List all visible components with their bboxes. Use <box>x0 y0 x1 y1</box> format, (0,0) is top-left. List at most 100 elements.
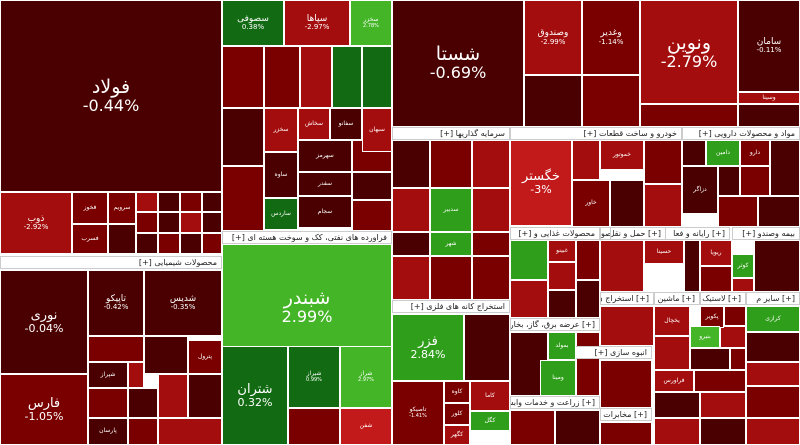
food-header[interactable]: محصولات غذایی و [+] <box>510 227 600 240</box>
tile-shiraj[interactable]: شپراز <box>88 362 128 388</box>
tile-sharaz[interactable]: شراز 2.97% <box>340 346 392 408</box>
treemap-cell[interactable] <box>392 256 430 300</box>
tile-dzagro[interactable]: دزاگر <box>682 166 718 214</box>
treemap-cell[interactable] <box>392 188 430 232</box>
tile-fars[interactable]: فارس -1.05% <box>0 374 88 445</box>
treemap-cell[interactable] <box>222 46 264 108</box>
treemap-cell[interactable] <box>576 332 600 396</box>
auto-header[interactable]: خودرو و ساخت قطعات [+] <box>510 127 682 140</box>
treemap-cell[interactable] <box>700 418 746 445</box>
treemap-cell[interactable] <box>654 336 690 370</box>
treemap-cell[interactable] <box>202 192 222 212</box>
treemap-cell[interactable] <box>730 348 746 370</box>
tile-fakhouz[interactable]: فخوز <box>72 192 108 224</box>
treemap-cell[interactable] <box>362 46 392 108</box>
treemap-cell[interactable] <box>644 140 682 184</box>
treemap-cell[interactable] <box>222 108 264 166</box>
tile-sardar[interactable]: سفدر <box>298 172 352 196</box>
tile-damin[interactable]: دامین <box>706 140 740 166</box>
tile-vaghadir[interactable]: وغدیر -1.14% <box>582 0 640 75</box>
treemap-cell[interactable] <box>654 392 700 418</box>
treemap-cell[interactable] <box>644 184 682 227</box>
treemap-cell[interactable] <box>510 280 548 318</box>
treemap-cell[interactable] <box>128 418 158 445</box>
pharma-header[interactable]: مواد و محصولات دارویی [+] <box>682 127 800 140</box>
tile-khamotor[interactable]: خموتور <box>600 140 644 170</box>
petrochem-chemicals-header[interactable]: محصولات شیمیایی [+] <box>0 256 222 269</box>
treemap-cell[interactable] <box>746 418 800 445</box>
misc6-header[interactable]: [+] استخراج ن <box>600 292 654 305</box>
treemap-cell[interactable] <box>128 388 158 418</box>
tile-sipaha[interactable]: سپاها -2.97% <box>284 0 350 46</box>
treemap-cell[interactable] <box>464 314 510 381</box>
treemap-cell[interactable] <box>180 233 202 254</box>
treemap-cell[interactable] <box>548 262 576 290</box>
treemap-cell[interactable] <box>392 140 430 188</box>
treemap-cell[interactable] <box>572 140 600 180</box>
tile-foolad[interactable]: فولاد -0.44% <box>0 0 222 192</box>
tile-sodbir[interactable]: سدبیر <box>430 188 472 232</box>
treemap-cell[interactable] <box>472 232 510 256</box>
treemap-cell[interactable] <box>720 326 746 348</box>
treemap-cell[interactable] <box>582 75 640 127</box>
treemap-cell[interactable] <box>288 408 340 445</box>
treemap-cell[interactable] <box>158 374 188 418</box>
tile-tapsiko[interactable]: تاصیکو -1.41% <box>392 381 444 445</box>
misc4-header[interactable]: [+] لاستیک <box>700 292 746 305</box>
tile-kama[interactable]: کاما <box>470 381 510 411</box>
tile-nouri[interactable]: نوری -0.04% <box>0 270 88 374</box>
treemap-cell[interactable] <box>88 388 128 418</box>
treemap-cell[interactable] <box>684 240 700 292</box>
misc1-header[interactable]: [+] عرضه برق، گاز، بخاروآ <box>510 318 600 331</box>
treemap-cell[interactable] <box>754 240 800 292</box>
tile-koghahr[interactable]: کگهر <box>444 425 470 445</box>
treemap-cell[interactable] <box>472 140 510 188</box>
treemap-cell[interactable] <box>202 212 222 233</box>
misc5-header[interactable]: [+] ماشین <box>654 292 700 305</box>
tile-kalor[interactable]: کلور <box>444 403 470 425</box>
tile-rayone[interactable]: ریویا <box>700 240 732 266</box>
tile-shasta[interactable]: شستا -0.69% <box>392 0 524 127</box>
tile-hasina[interactable]: حسینا <box>644 240 684 264</box>
treemap-cell[interactable] <box>510 240 548 280</box>
tile-parsan[interactable]: پارسان <box>88 418 128 445</box>
tile-sardoor[interactable]: ساردس <box>264 198 298 230</box>
tile-fazar[interactable]: فزر 2.84% <box>392 314 464 381</box>
treemap-cell[interactable] <box>694 370 746 392</box>
tile-tapiko[interactable]: تاپیکو -0.42% <box>88 270 144 336</box>
misc8-header[interactable]: [+] مخابرات <box>600 408 652 421</box>
tile-sakharo[interactable]: سخزر 2.78% <box>350 0 392 46</box>
tile-shiraz[interactable]: شیراز 0.99% <box>288 346 340 408</box>
tile-sesahar[interactable]: سهرمز <box>298 140 352 172</box>
treemap-cell[interactable] <box>718 196 758 227</box>
tile-ghenabe[interactable]: غبینو <box>548 240 576 262</box>
treemap-cell[interactable] <box>180 212 202 233</box>
tile-shahr[interactable]: شهر <box>430 232 472 256</box>
tile-khagostar[interactable]: خگستر -3% <box>510 140 572 226</box>
tile-sebehan[interactable]: سبهان <box>362 108 392 152</box>
refining-header[interactable]: فراورده های نفتی، کک و سوخت هسته ای [+] <box>222 231 392 244</box>
treemap-cell[interactable] <box>222 166 264 231</box>
tile-vsandough[interactable]: وصندوق -2.99% <box>524 0 582 75</box>
tile-sefano[interactable]: سفانو <box>330 108 362 140</box>
treemap-cell[interactable] <box>158 233 180 254</box>
treemap-cell[interactable] <box>732 278 754 292</box>
treemap-cell[interactable] <box>746 332 800 362</box>
tile-kegol[interactable]: کگل <box>470 411 510 431</box>
treemap-cell[interactable] <box>600 240 644 292</box>
treemap-cell[interactable] <box>136 233 158 254</box>
treemap-cell[interactable] <box>202 233 222 254</box>
tile-fasorban[interactable]: فسرب <box>72 224 108 254</box>
treemap-cell[interactable] <box>300 46 332 108</box>
treemap-cell[interactable] <box>555 410 600 445</box>
tile-yakchal[interactable]: یخچال <box>654 306 690 336</box>
tile-vakhavar[interactable]: خاور <box>572 180 610 227</box>
basic-metals-header[interactable]: استخراج کانه های فلزی [+] <box>392 300 510 313</box>
treemap-cell[interactable] <box>430 140 472 188</box>
treemap-cell[interactable] <box>144 336 188 374</box>
treemap-cell[interactable] <box>524 75 582 127</box>
tile-vanovin[interactable]: ونوین -2.79% <box>640 0 738 104</box>
tile-sahash[interactable]: سخاش <box>298 108 330 140</box>
tile-karazi[interactable]: کرازی <box>746 306 800 332</box>
insurance-header[interactable]: بیمه وصندو [+] <box>732 227 800 240</box>
